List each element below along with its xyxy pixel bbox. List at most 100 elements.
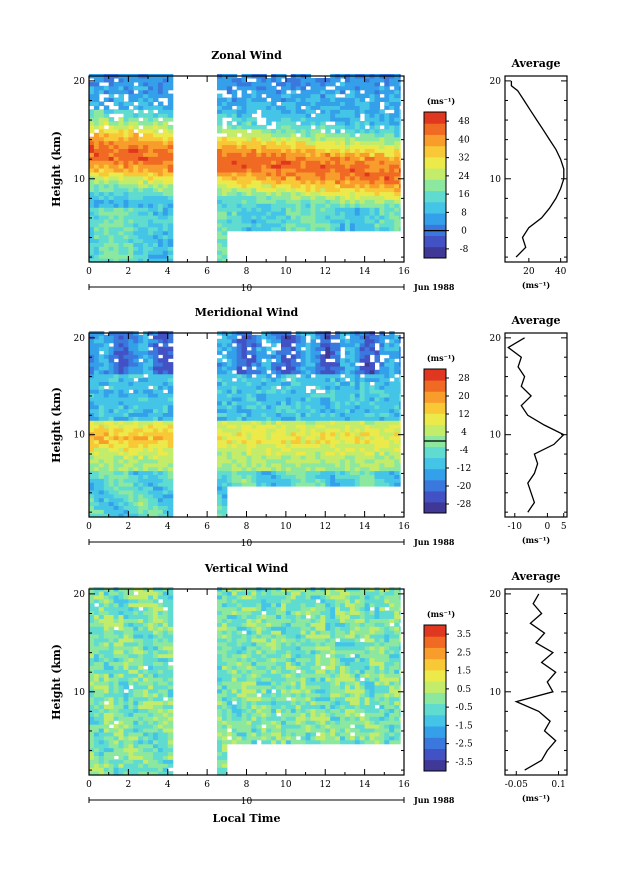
heatmap-cell [379,172,385,177]
heatmap-cell [94,447,100,452]
heatmap-cell [138,78,144,83]
heatmap-cell [99,412,105,417]
heatmap-cell [276,141,282,146]
colorbar-tick-label: -20 [457,482,472,492]
heatmap-cell [355,412,361,417]
heatmap-cell [320,354,326,359]
heatmap-cell [227,362,233,367]
heatmap-cell [384,192,390,197]
heatmap-cell [306,160,312,165]
heatmap-cell [128,354,134,359]
heatmap-cell [128,94,134,99]
heatmap-cell [291,416,297,421]
heatmap-cell [296,98,302,103]
heatmap-cell [99,759,105,764]
heatmap-cell [350,172,356,177]
heatmap-cell [153,188,159,193]
heatmap-cell [271,152,277,157]
heatmap-cell [94,748,100,753]
heatmap-cell [217,455,223,460]
heatmap-cell [104,215,110,220]
heatmap-cell [89,724,95,729]
heatmap-cell [217,195,223,200]
heatmap-cell [119,86,125,91]
heatmap-cell [99,599,105,604]
heatmap-cell [99,646,105,651]
heatmap-cell [143,82,149,87]
heatmap-cell [94,599,100,604]
heatmap-cell [94,82,100,87]
heatmap-cell [375,478,381,483]
heatmap-cell [133,215,139,220]
heatmap-cell [89,199,95,204]
heatmap-cell [158,78,164,83]
heatmap-cell [365,412,371,417]
heatmap-cell [345,141,351,146]
heatmap-cell [148,192,154,197]
heatmap-cell [276,215,282,220]
heatmap-cell [325,152,331,157]
heatmap-cell [168,195,174,200]
heatmap-cell [232,113,238,118]
heatmap-cell [217,121,223,126]
heatmap-cell [389,145,395,150]
heatmap-cell [222,397,228,402]
heatmap-cell [345,195,351,200]
heatmap-cell [365,416,371,421]
heatmap-cell [261,389,267,394]
heatmap-cell [389,160,395,165]
heatmap-cell [138,207,144,212]
heatmap-cell [345,215,351,220]
heatmap-cell [99,728,105,733]
heatmap-cell [109,732,115,737]
heatmap-cell [227,105,233,110]
heatmap-cell [128,471,134,476]
heatmap-cell [276,176,282,181]
heatmap-cell [311,188,317,193]
heatmap-cell [163,412,169,417]
heatmap-cell [315,358,321,363]
heatmap-cell [89,681,95,686]
heatmap-cell [399,195,401,200]
heatmap-cell [217,192,223,197]
heatmap-cell [306,152,312,157]
heatmap-cell [330,199,336,204]
heatmap-cell [104,447,110,452]
heatmap-cell [94,428,100,433]
heatmap-cell [320,428,326,433]
heatmap-cell [315,223,321,228]
heatmap-cell [325,397,331,402]
heatmap-cell [320,420,326,425]
heatmap-cell [148,172,154,177]
heatmap-cell [256,362,262,367]
heatmap-cell [350,447,356,452]
heatmap-cell [301,428,307,433]
heatmap-cell [237,156,243,161]
heatmap-cell [256,168,262,173]
heatmap-cell [124,231,130,236]
heatmap-cell [148,416,154,421]
heatmap-cell [315,82,321,87]
heatmap-cell [251,474,257,479]
heatmap-cell [360,211,366,216]
colorbar-swatch [424,123,446,135]
heatmap-cell [394,82,400,87]
heatmap-cell [168,102,174,107]
heatmap-cell [306,90,312,95]
heatmap-cell [296,420,302,425]
heatmap-cell [217,494,223,499]
heatmap-cell [227,148,233,153]
heatmap-cell [133,389,139,394]
heatmap-cell [375,207,381,212]
heatmap-cell [222,242,228,247]
heatmap-cell [281,109,287,114]
heatmap-cell [315,125,321,129]
heatmap-cell [163,195,169,200]
heatmap-cell [217,250,223,255]
heatmap-cell [109,121,115,126]
heatmap-cell [330,335,336,340]
heatmap-cell [335,90,341,95]
heatmap-cell [256,370,262,375]
heatmap-cell [325,389,331,394]
heatmap-cell [89,188,95,193]
